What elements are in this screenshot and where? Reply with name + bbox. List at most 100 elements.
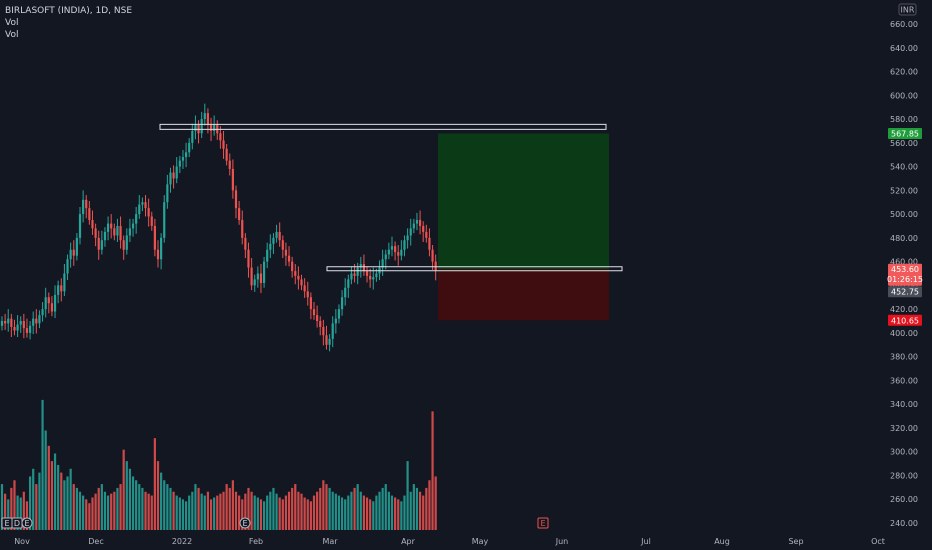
volume-bar — [32, 468, 35, 530]
volume-bar — [397, 499, 400, 530]
candle-body — [334, 318, 337, 324]
candle-body — [188, 142, 191, 153]
volume-bar — [147, 493, 150, 530]
volume-bar — [434, 476, 437, 530]
volume-bar — [378, 491, 381, 530]
candle-body — [244, 237, 247, 250]
volume-bar — [166, 484, 169, 530]
x-tick-label: 2022 — [172, 537, 192, 546]
volume-bar — [275, 493, 278, 530]
volume-bar — [266, 495, 269, 530]
candle-body — [356, 267, 359, 276]
volume-bar — [181, 499, 185, 530]
volume-bar — [53, 453, 57, 530]
candle-body — [262, 261, 266, 284]
candle-body — [47, 297, 50, 304]
candle-body — [213, 124, 216, 131]
x-tick-label: Apr — [401, 537, 416, 546]
candle-body — [253, 279, 256, 286]
volume-bar — [22, 491, 25, 530]
candle-body — [172, 172, 175, 179]
candle-body — [156, 249, 160, 260]
volume-bar — [57, 464, 60, 530]
volume-bar — [38, 472, 41, 530]
time-axis[interactable]: Nov Dec 2022 Feb Mar Apr May Jun Jul Aug Sep Oct — [14, 537, 885, 546]
x-tick-label: Oct — [871, 537, 885, 546]
symbol-title[interactable]: BIRLASOFT (INDIA), 1D, NSE — [5, 6, 133, 16]
volume-indicator-1[interactable]: Vol — [5, 18, 19, 28]
candle-body — [291, 261, 294, 272]
volume-bar — [82, 495, 85, 530]
volume-bar — [156, 461, 160, 530]
support-line[interactable] — [326, 266, 623, 272]
candle-body — [119, 225, 122, 241]
earnings-marker-3-outline — [239, 517, 251, 529]
y-tick-label: 500.00 — [890, 210, 918, 219]
volume-bar — [50, 461, 54, 530]
candle-body — [428, 237, 431, 250]
dividend-marker[interactable]: D — [14, 519, 20, 528]
volume-bar — [163, 480, 166, 530]
volume-bar — [394, 497, 397, 530]
earnings-marker-1[interactable]: E — [4, 519, 9, 528]
candle-body — [184, 152, 188, 158]
volume-bar — [144, 491, 147, 530]
y-tick-label: 240.00 — [890, 519, 918, 528]
stop-zone — [438, 269, 609, 321]
volume-indicator-2[interactable]: Vol — [5, 30, 19, 40]
volume-bar — [428, 480, 431, 530]
candle-body — [75, 237, 78, 256]
volume-bar — [353, 487, 356, 530]
volume-bar — [25, 501, 29, 530]
candle-body — [372, 277, 375, 280]
volume-bar — [356, 484, 359, 530]
candle-body — [150, 216, 153, 226]
volume-bar — [63, 480, 66, 530]
volume-bar — [197, 487, 200, 530]
candle-body — [331, 323, 334, 339]
volume-bar — [365, 497, 369, 530]
resistance-line[interactable] — [159, 123, 607, 130]
candle-body — [163, 202, 166, 238]
candle-body — [85, 199, 88, 209]
volume-bar — [150, 495, 153, 530]
earnings-marker-3[interactable]: E — [242, 519, 247, 528]
y-tick-label: 460.00 — [890, 258, 918, 267]
x-tick-label: Dec — [88, 537, 103, 546]
volume-bar — [325, 484, 328, 530]
candle-body — [178, 160, 181, 167]
volume-bar — [278, 497, 281, 530]
drawn-lines[interactable] — [159, 123, 623, 272]
candle-body — [347, 279, 350, 288]
candle-body — [281, 240, 284, 250]
candle-body — [169, 172, 172, 185]
volume-bar — [347, 495, 350, 530]
volume-bar — [319, 487, 322, 530]
volume-bar — [100, 484, 103, 530]
candle-body — [287, 255, 291, 262]
volume-bar — [94, 493, 97, 530]
price-axis[interactable]: 240.00 260.00 280.00 300.00 320.00 340.00 360.… — [890, 20, 918, 528]
y-tick-label: 320.00 — [890, 424, 918, 433]
candle-body — [203, 113, 206, 120]
candle-body — [94, 228, 97, 238]
volume-bar — [13, 480, 16, 530]
candle-body — [275, 231, 278, 238]
candle-body — [10, 318, 13, 327]
volume-bar — [122, 449, 125, 530]
candle-body — [365, 271, 369, 276]
earnings-marker-2[interactable]: E — [24, 519, 29, 528]
volume-bar — [369, 499, 372, 530]
volume-bar — [381, 487, 384, 530]
candle-body — [16, 324, 19, 331]
last-price-tag-bg — [888, 286, 922, 298]
volume-bar — [194, 484, 197, 530]
candle-body — [44, 297, 47, 310]
stop-price-tag: 410.65 — [891, 316, 919, 325]
target-zone — [438, 133, 609, 270]
volume-bar — [35, 484, 38, 530]
upcoming-earnings-marker[interactable]: E — [540, 519, 545, 528]
candle-body — [297, 275, 300, 280]
